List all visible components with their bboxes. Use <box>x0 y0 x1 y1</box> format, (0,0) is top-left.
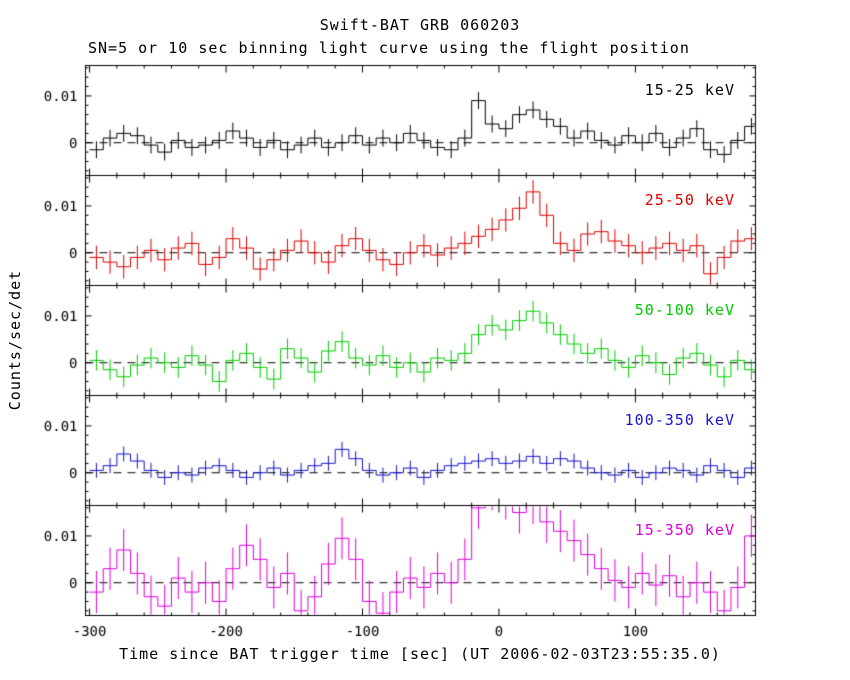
chart-title: Swift-BAT GRB 060203 <box>319 16 521 34</box>
band-label-25-50-kev: 25-50 keV <box>644 191 735 209</box>
band-label-100-350-kev: 100-350 keV <box>624 411 735 429</box>
band-label-50-100-kev: 50-100 keV <box>634 301 735 319</box>
x-axis-label: Time since BAT trigger time [sec] (UT 20… <box>119 645 721 663</box>
band-label-15-350-kev: 15-350 keV <box>634 521 735 539</box>
band-label-15-25-kev: 15-25 keV <box>644 81 735 99</box>
y-axis-label: Counts/sec/det <box>6 269 24 411</box>
chart-subtitle: SN=5 or 10 sec binning light curve using… <box>88 39 690 57</box>
